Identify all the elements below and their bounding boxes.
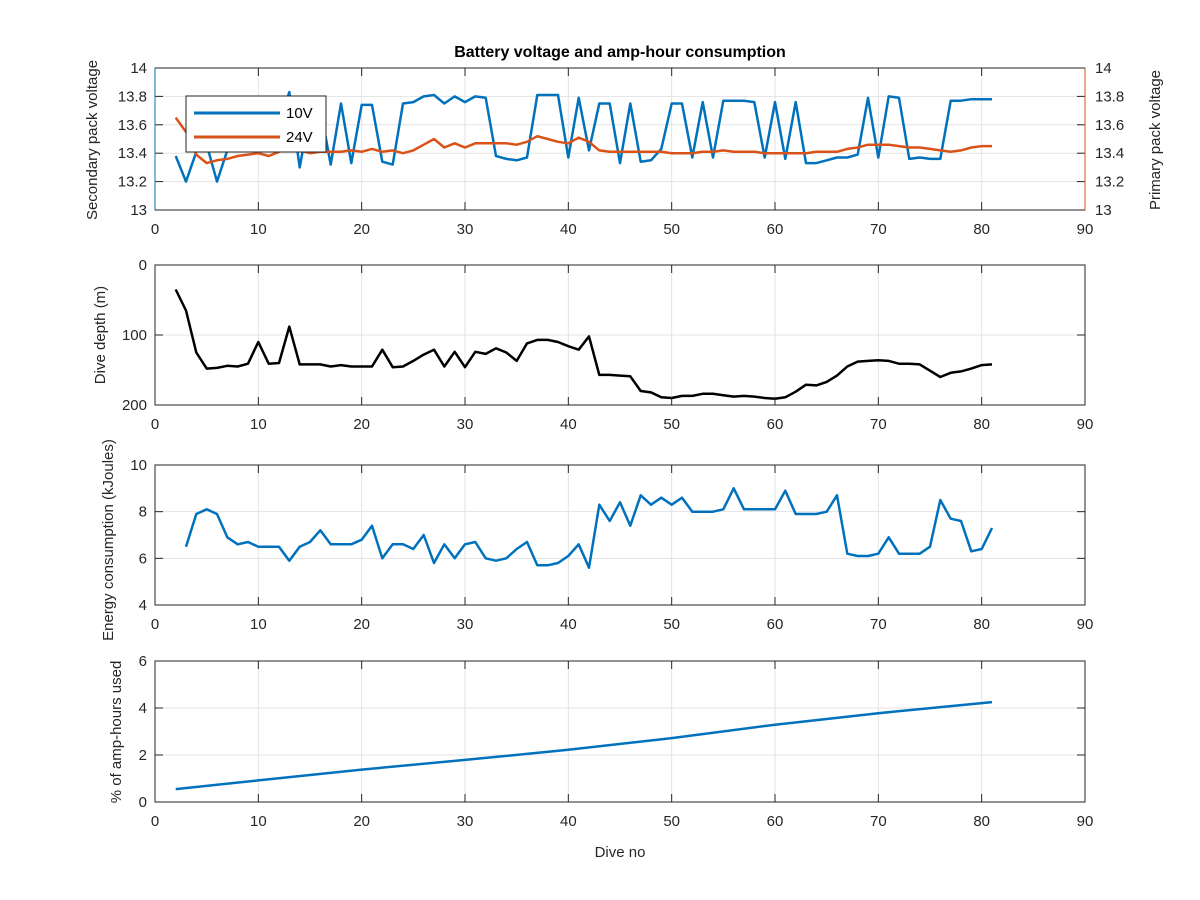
panel-1-ytick-right-label: 13.6	[1095, 117, 1124, 134]
panel-3-xtick-label: 80	[973, 616, 990, 633]
panel-1-ytick-label: 13.6	[118, 117, 147, 134]
panel-3-ytick-label: 6	[139, 550, 147, 567]
panel-1-xtick-label: 0	[151, 221, 159, 238]
panel-1-ytick-label: 13.8	[118, 88, 147, 105]
panel-3: Energy consumption (kJoules)	[100, 439, 117, 641]
legend-label-10v: 10V	[286, 105, 313, 122]
panel-4-xtick-label: 70	[870, 813, 887, 830]
panel-2-xtick-label: 50	[663, 416, 680, 433]
legend: 10V 24V	[185, 95, 327, 153]
panel-4-ytick-label: 2	[139, 747, 147, 764]
panel-4-xtick-label: 50	[663, 813, 680, 830]
panel-4-xtick-label: 10	[250, 813, 267, 830]
panel-3-background	[155, 465, 1085, 605]
panel-1-ylabel-right: Primary pack voltage	[1147, 70, 1164, 210]
panel-4-xlabel: Dive no	[595, 844, 646, 861]
panel-1-ytick-right-label: 13	[1095, 202, 1112, 219]
panel-3-xtick-label: 70	[870, 616, 887, 633]
panel-1-xtick-label: 80	[973, 221, 990, 238]
panel-4-xtick-label: 60	[767, 813, 784, 830]
panel-3-ytick-label: 8	[139, 504, 147, 521]
panel-2: Dive depth (m)	[92, 286, 109, 384]
panel-3-ylabel: Energy consumption (kJoules)	[100, 439, 117, 641]
panel-4-xtick-label: 0	[151, 813, 159, 830]
panel-1-ylabel: Secondary pack voltage	[84, 60, 101, 220]
panel-2-plot: 0 10 20 30 40 50 60 70 80 90 0 100 200	[122, 257, 1093, 433]
panel-1-xtick-label: 50	[663, 221, 680, 238]
panel-1-ytick-label: 13.2	[118, 174, 147, 191]
panel-3-xtick-label: 40	[560, 616, 577, 633]
panel-1-xtick-label: 20	[353, 221, 370, 238]
panel-1-xtick-label: 40	[560, 221, 577, 238]
panel-3-plot: 0 10 20 30 40 50 60 70 80 90 4 6 8 10	[130, 457, 1093, 633]
panel-3-xtick-label: 0	[151, 616, 159, 633]
panel-4-ylabel: % of amp-hours used	[108, 661, 125, 804]
panel-1-xtick-label: 70	[870, 221, 887, 238]
panel-3-xtick-label: 60	[767, 616, 784, 633]
panel-4-xtick-label: 90	[1077, 813, 1094, 830]
panel-1-xtick-label: 60	[767, 221, 784, 238]
panel-2-ytick-label: 200	[122, 397, 147, 414]
panel-2-xtick-label: 30	[457, 416, 474, 433]
panel-2-xtick-label: 60	[767, 416, 784, 433]
panel-1-series-2-line	[174, 116, 992, 165]
panel-4-ytick-label: 0	[139, 794, 147, 811]
legend-label-24v: 24V	[286, 129, 313, 146]
panel-1-ytick-right-label: 13.2	[1095, 174, 1124, 191]
panel-1-ytick-right-label: 13.4	[1095, 145, 1124, 162]
panel-4-background	[155, 661, 1085, 802]
panel-3-xtick-label: 30	[457, 616, 474, 633]
panel-4: % of amp-hours used Dive no	[108, 661, 645, 861]
panel-4-axes-box	[154, 660, 1086, 803]
panel-4-ytick-label: 4	[139, 700, 147, 717]
panel-4-plot: 0 10 20 30 40 50 60 70 80 90 0 2 4 6	[139, 653, 1094, 830]
panel-3-xtick-label: 90	[1077, 616, 1094, 633]
panel-1-ytick-label: 13	[130, 202, 147, 219]
panel-2-xtick-label: 70	[870, 416, 887, 433]
panel-4-xtick-label: 30	[457, 813, 474, 830]
panel-2-ytick-label: 100	[122, 327, 147, 344]
panel-3-xtick-label: 10	[250, 616, 267, 633]
panel-3-ytick-label: 4	[139, 597, 147, 614]
panel-2-xtick-label: 80	[973, 416, 990, 433]
panel-1-xtick-label: 30	[457, 221, 474, 238]
panel-2-series-1-line	[174, 288, 993, 400]
panel-3-xtick-label: 50	[663, 616, 680, 633]
panel-1-ytick-label: 13.4	[118, 145, 147, 162]
chart-title: Battery voltage and amp-hour consumption	[454, 44, 786, 61]
panel-1-xtick-label: 10	[250, 221, 267, 238]
panel-2-ylabel: Dive depth (m)	[92, 286, 109, 384]
panel-2-xtick-label: 10	[250, 416, 267, 433]
panel-1: Secondary pack voltage Primary pack volt…	[84, 60, 1164, 220]
panel-4-xtick-label: 80	[973, 813, 990, 830]
panel-1-ytick-right-label: 14	[1095, 60, 1112, 77]
panel-2-xtick-label: 20	[353, 416, 370, 433]
panel-2-ytick-label: 0	[139, 257, 147, 274]
panel-3-series-1-line	[184, 487, 994, 569]
panel-4-ytick-label: 6	[139, 653, 147, 670]
panel-1-ytick-right-label: 13.8	[1095, 88, 1124, 105]
panel-2-xtick-label: 40	[560, 416, 577, 433]
panel-1-xtick-label: 90	[1077, 221, 1094, 238]
panel-4-xtick-label: 40	[560, 813, 577, 830]
legend-box	[185, 95, 327, 153]
panel-3-ytick-label: 10	[130, 457, 147, 474]
panel-4-series-1-line	[175, 700, 993, 791]
panel-3-axes-box	[154, 464, 1086, 606]
panel-3-xtick-label: 20	[353, 616, 370, 633]
panel-2-xtick-label: 90	[1077, 416, 1094, 433]
panel-4-xtick-label: 20	[353, 813, 370, 830]
panel-1-ytick-label: 14	[130, 60, 147, 77]
panel-2-xtick-label: 0	[151, 416, 159, 433]
